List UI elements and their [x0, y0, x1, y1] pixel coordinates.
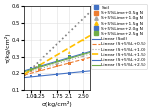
Point: [56, 73, 58, 75]
Point: [30, 68, 32, 70]
Point: [30, 68, 32, 70]
Point: [68, 59, 70, 61]
Point: [56, 59, 58, 61]
Point: [68, 72, 70, 74]
Point: [82, 39, 84, 41]
Point: [39, 68, 41, 70]
Point: [82, 55, 84, 57]
Point: [56, 60, 58, 62]
Point: [39, 67, 41, 68]
Y-axis label: τ(kg/cm²): τ(kg/cm²): [4, 33, 10, 63]
Point: [82, 71, 84, 73]
Point: [56, 58, 58, 60]
Point: [30, 67, 32, 69]
X-axis label: σ(kg/cm²): σ(kg/cm²): [42, 101, 72, 107]
Legend: Soil, S+5%Lime+0.5g N, S+5%Lime+1.0g N, S+5%Lime+1.5g N, S+5%Lime+2.0g N, S+5%Li: Soil, S+5%Lime+0.5g N, S+5%Lime+1.0g N, …: [91, 5, 147, 69]
Point: [56, 62, 58, 64]
Point: [39, 64, 41, 66]
Point: [30, 69, 32, 71]
Point: [68, 56, 70, 57]
Point: [39, 65, 41, 67]
Point: [82, 59, 84, 61]
Point: [56, 65, 58, 67]
Point: [82, 53, 84, 55]
Point: [68, 51, 70, 53]
Point: [68, 62, 70, 64]
Point: [30, 70, 32, 72]
Point: [39, 74, 41, 76]
Point: [68, 57, 70, 58]
Point: [30, 75, 32, 77]
Point: [82, 52, 84, 54]
Point: [39, 65, 41, 67]
